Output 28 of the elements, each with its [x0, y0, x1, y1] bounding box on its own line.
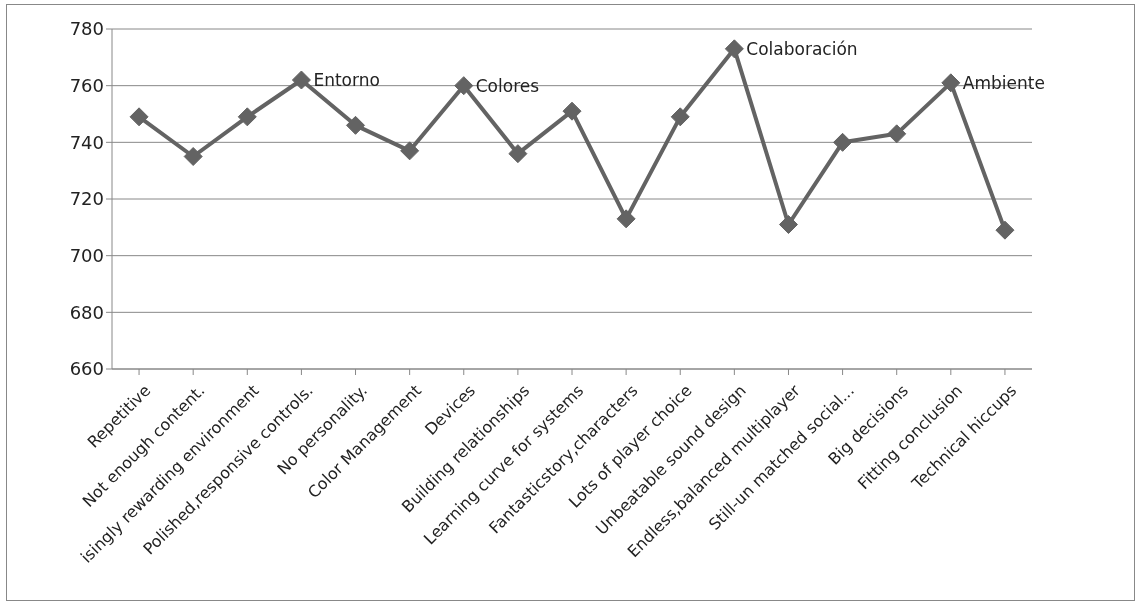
point — [833, 132, 853, 152]
annotation: Ambiente — [962, 72, 1045, 93]
y-tick-label: 740 — [69, 131, 104, 153]
point — [562, 101, 582, 121]
point — [616, 209, 636, 229]
y-tick-label: 720 — [69, 188, 104, 210]
point — [129, 107, 149, 127]
point — [400, 141, 420, 161]
point — [183, 147, 203, 166]
point — [941, 73, 961, 93]
y-tick-label: 680 — [69, 301, 104, 323]
y-tick-label: 780 — [69, 18, 104, 40]
annotation: Colaboración — [746, 38, 858, 59]
y-tick-label: 700 — [69, 245, 104, 267]
point — [670, 107, 690, 127]
annotation: Entorno — [313, 70, 380, 91]
point — [346, 115, 366, 135]
point — [291, 70, 311, 90]
point — [508, 144, 528, 164]
y-tick-label: 760 — [69, 75, 104, 97]
y-tick-label: 660 — [69, 358, 104, 380]
point — [887, 124, 907, 144]
point — [995, 220, 1015, 240]
annotation: Colores — [475, 75, 540, 96]
point — [724, 39, 744, 59]
point — [454, 76, 474, 96]
point — [778, 215, 798, 234]
point — [237, 107, 257, 127]
